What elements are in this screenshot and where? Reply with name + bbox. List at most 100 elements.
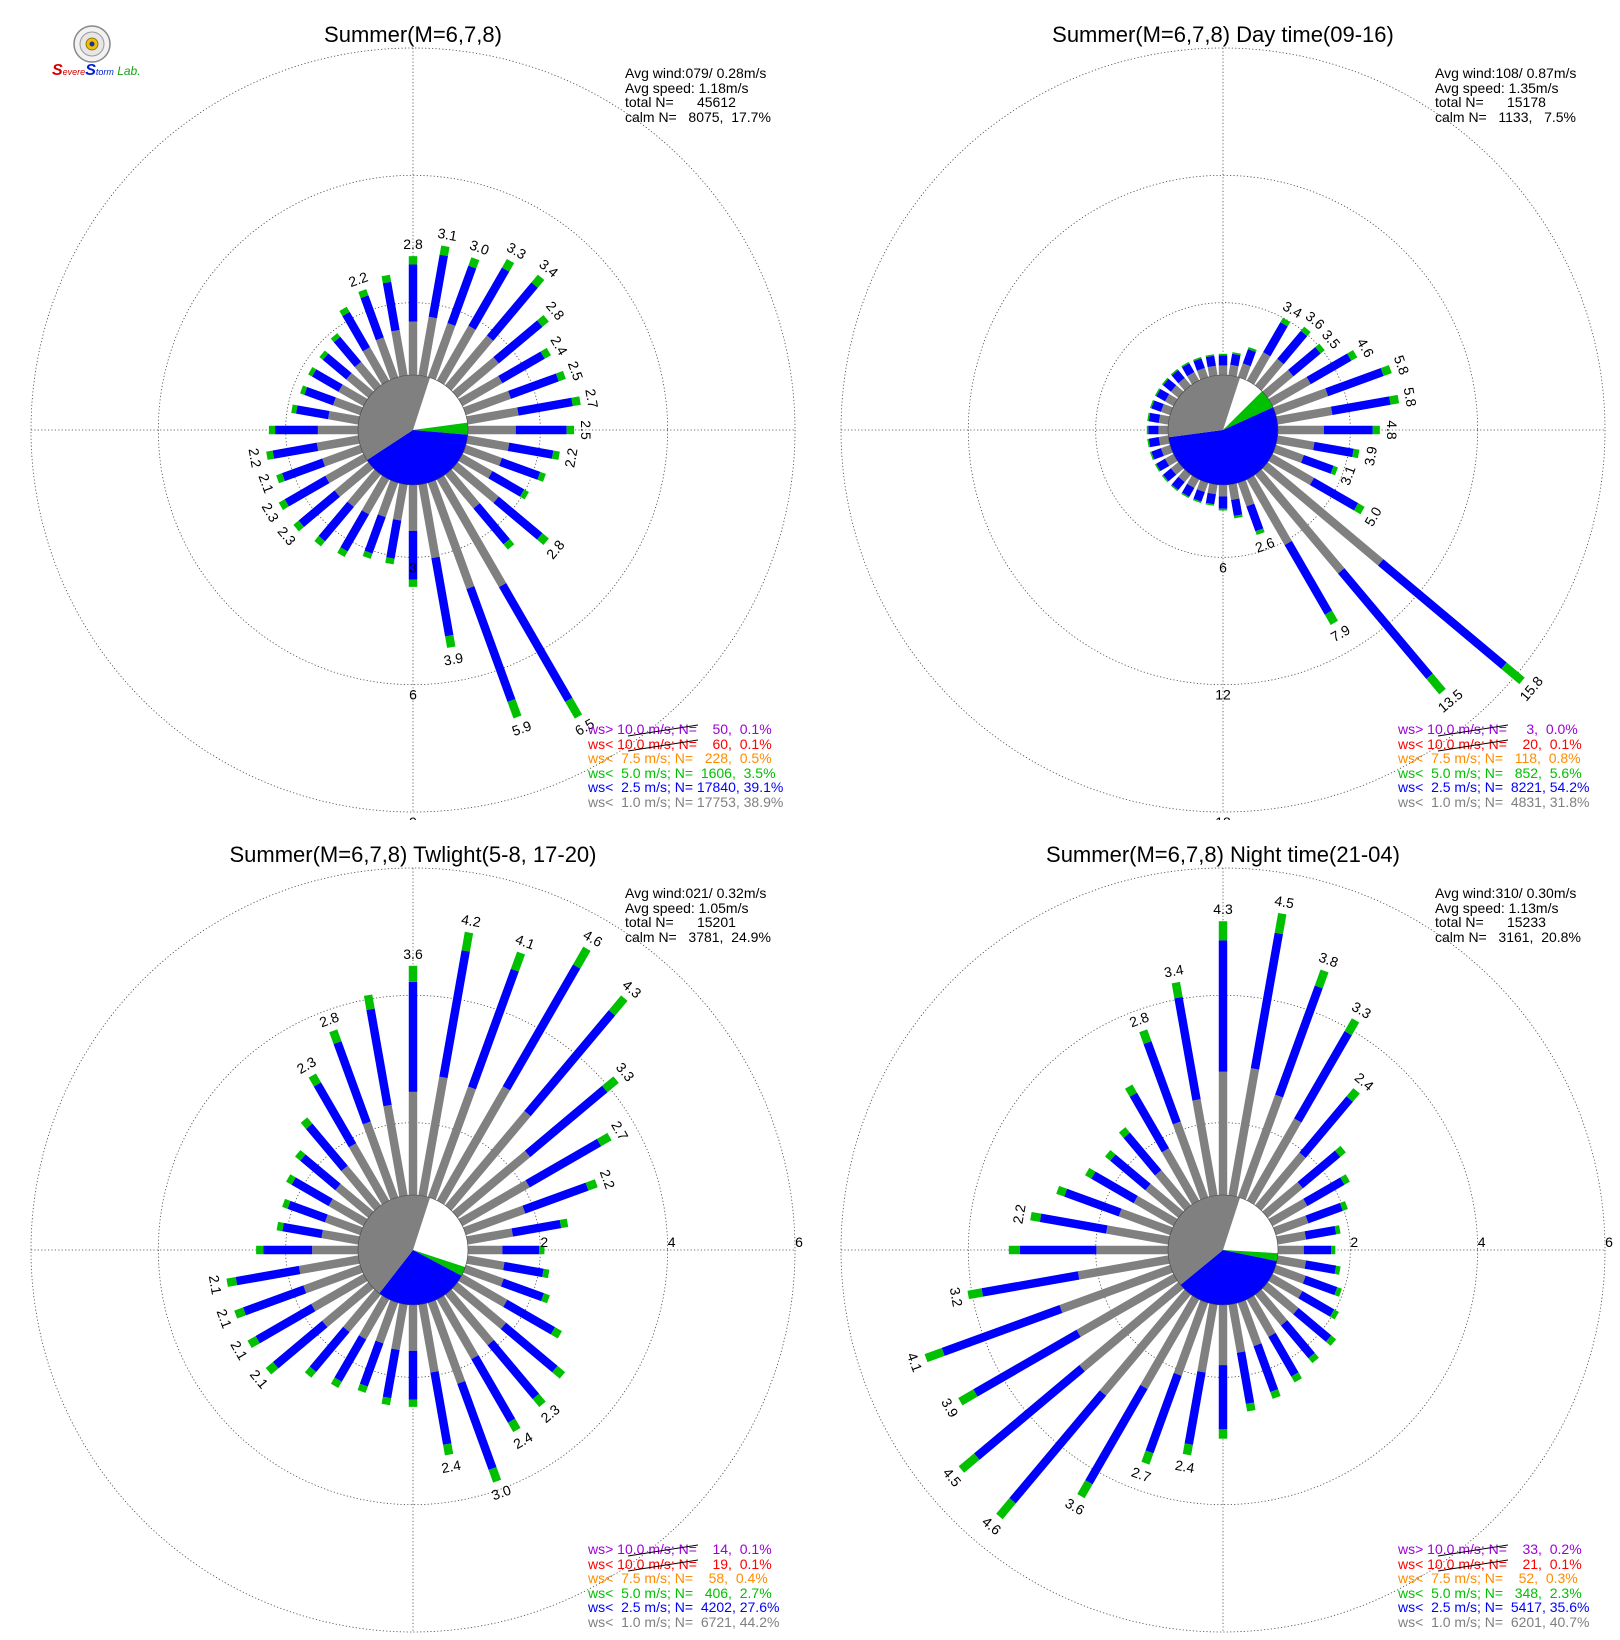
- bar-seg-lt2-5: [272, 1320, 328, 1369]
- ring-label: 6: [1219, 559, 1227, 575]
- bar-seg-lt2-5: [295, 405, 330, 420]
- bar-seg-lt5: [1030, 1211, 1042, 1222]
- bar-seg-lt1: [383, 1104, 408, 1197]
- bar-seg-lt5: [510, 951, 526, 972]
- bar-seg-lt1: [1237, 1094, 1284, 1200]
- bar-seg-lt2-5: [1148, 437, 1161, 448]
- bar-seg-lt2-5: [457, 1381, 497, 1471]
- bar-seg-lt2-5: [263, 1245, 313, 1255]
- wind-bar-70: [463, 1179, 598, 1236]
- bar-seg-lt2-5: [1298, 1291, 1335, 1317]
- bar-seg-lt5: [1334, 1287, 1342, 1297]
- legend-text: ws> 10.0 m/s; N= 14, 0.1%: [588, 1541, 772, 1557]
- calm-pie-outline: [1167, 1194, 1279, 1306]
- bar-seg-lt5: [1352, 448, 1360, 459]
- bar-seg-lt5: [1501, 662, 1525, 685]
- bar-seg-lt1: [311, 1273, 368, 1312]
- bar-seg-lt5: [958, 1453, 980, 1473]
- stats-line: Avg speed: 1.13m/s: [1435, 899, 1559, 916]
- bar-seg-lt5: [488, 1467, 502, 1483]
- bar-seg-lt2-5: [408, 530, 418, 580]
- bar-seg-lt2-5: [333, 336, 362, 368]
- wind-bar-330: [1181, 361, 1200, 385]
- bar-seg-lt5: [602, 1076, 619, 1093]
- bar-seg-lt1: [1154, 1170, 1191, 1211]
- bar-seg-lt5: [1353, 503, 1365, 515]
- ring-label: 12: [1215, 687, 1231, 703]
- bar-seg-lt2-5: [503, 1261, 544, 1278]
- bar-seg-lt1: [1196, 480, 1209, 493]
- bar-label: 5.9: [510, 717, 534, 739]
- calm-pie-outline: [357, 374, 469, 486]
- bar-seg-lt2-5: [515, 425, 567, 435]
- bar-seg-lt1: [328, 1198, 368, 1227]
- wind-bar-110: [463, 444, 546, 482]
- wind-bar-160: [1237, 1300, 1281, 1399]
- stats-line: total N= 15178: [1435, 94, 1546, 110]
- bar-label: 2.2: [1010, 1203, 1029, 1225]
- bar-seg-lt5: [1154, 388, 1161, 397]
- wind-bar-190: [1182, 1303, 1218, 1456]
- bar-seg-lt2-5: [281, 458, 326, 482]
- bar-seg-lt1: [1158, 414, 1170, 425]
- bar-label: 3.2: [947, 1286, 966, 1308]
- bar-seg-lt5: [247, 1336, 260, 1349]
- bar-seg-lt2-5: [941, 1305, 1063, 1356]
- bar-seg-lt1: [1173, 1300, 1209, 1376]
- bar-seg-lt2-5: [1297, 1150, 1341, 1189]
- bar-seg-lt1: [1276, 406, 1333, 425]
- bar-seg-lt5: [1085, 1167, 1096, 1179]
- bar-seg-lt5: [1274, 912, 1287, 935]
- bar-seg-lt2-5: [364, 514, 386, 554]
- bar-seg-lt1: [1228, 483, 1240, 500]
- bar-seg-lt1: [1197, 1303, 1218, 1373]
- wind-bar-190: [1205, 483, 1218, 506]
- bar-seg-lt5: [542, 1268, 550, 1279]
- grid-ring: [1095, 1122, 1351, 1378]
- bar-seg-lt5: [1146, 425, 1149, 435]
- legend-text: ws< 2.5 m/s; N= 4202, 27.6%: [588, 1599, 780, 1615]
- calm-pie-ws-lt-1: [357, 374, 430, 461]
- bar-seg-lt2-5: [524, 1085, 608, 1158]
- legend-strike-line: [628, 1544, 698, 1557]
- bar-seg-lt1: [1196, 367, 1209, 380]
- wind-rose-plot: 3.43.63.5 4.65.85.84.83.93.15.015.813.57.…: [840, 47, 1606, 820]
- bar-seg-lt5: [1008, 1245, 1020, 1255]
- bar-seg-lt1: [1145, 1183, 1184, 1218]
- stats-block: Avg wind:079/ 0.28m/s Avg speed: 1.18m/s t…: [625, 66, 771, 124]
- bar-seg-lt2-5: [340, 510, 370, 552]
- bar-label: 2.7: [582, 387, 601, 409]
- legend-entry: ws< 7.5 m/s; N= 58, 0.4%: [588, 1571, 779, 1586]
- bar-seg-lt2-5: [1303, 1245, 1332, 1255]
- bar-seg-lt1: [1255, 358, 1284, 391]
- bar-seg-lt5: [461, 931, 474, 952]
- bar-seg-lt5: [1291, 1372, 1302, 1383]
- bar-seg-lt5: [1331, 1245, 1336, 1255]
- legend-entry: ws< 5.0 m/s; N= 348, 2.3%: [1398, 1585, 1589, 1601]
- bar-seg-lt5: [1139, 1029, 1152, 1044]
- bar-seg-lt5: [1218, 353, 1228, 356]
- wind-bar-210: [1181, 475, 1200, 499]
- bar-seg-lt2-5: [1181, 363, 1195, 377]
- wind-bar-330: [1124, 1084, 1200, 1205]
- bar-seg-lt2-5: [1304, 1226, 1337, 1240]
- wind-bar-220: [304, 1289, 381, 1378]
- bar-seg-lt5: [276, 473, 285, 484]
- wind-bar-260: [226, 1255, 360, 1287]
- wind-bar-310: [319, 350, 374, 398]
- bar-seg-lt1: [427, 323, 456, 380]
- bar-label: 3.1: [1337, 463, 1359, 487]
- bar-seg-lt1: [1237, 363, 1251, 380]
- panel-title: Summer(M=6,7,8) Night time(21-04): [1046, 842, 1400, 867]
- bar-seg-lt5: [539, 1245, 545, 1255]
- wind-bar-320: [1118, 1127, 1191, 1211]
- bar-seg-lt1: [1246, 352, 1271, 385]
- bar-seg-lt5: [1426, 673, 1446, 695]
- logo-seal-icon: [73, 25, 111, 63]
- wind-bar-20: [1237, 969, 1329, 1200]
- bar-seg-lt5: [1389, 394, 1400, 405]
- legend-text: ws< 7.5 m/s; N= 228, 0.5%: [588, 750, 772, 766]
- bar-seg-lt2-5: [275, 425, 318, 435]
- bar-seg-lt2-5: [1263, 322, 1288, 357]
- wind-bar-90: [1278, 1245, 1336, 1255]
